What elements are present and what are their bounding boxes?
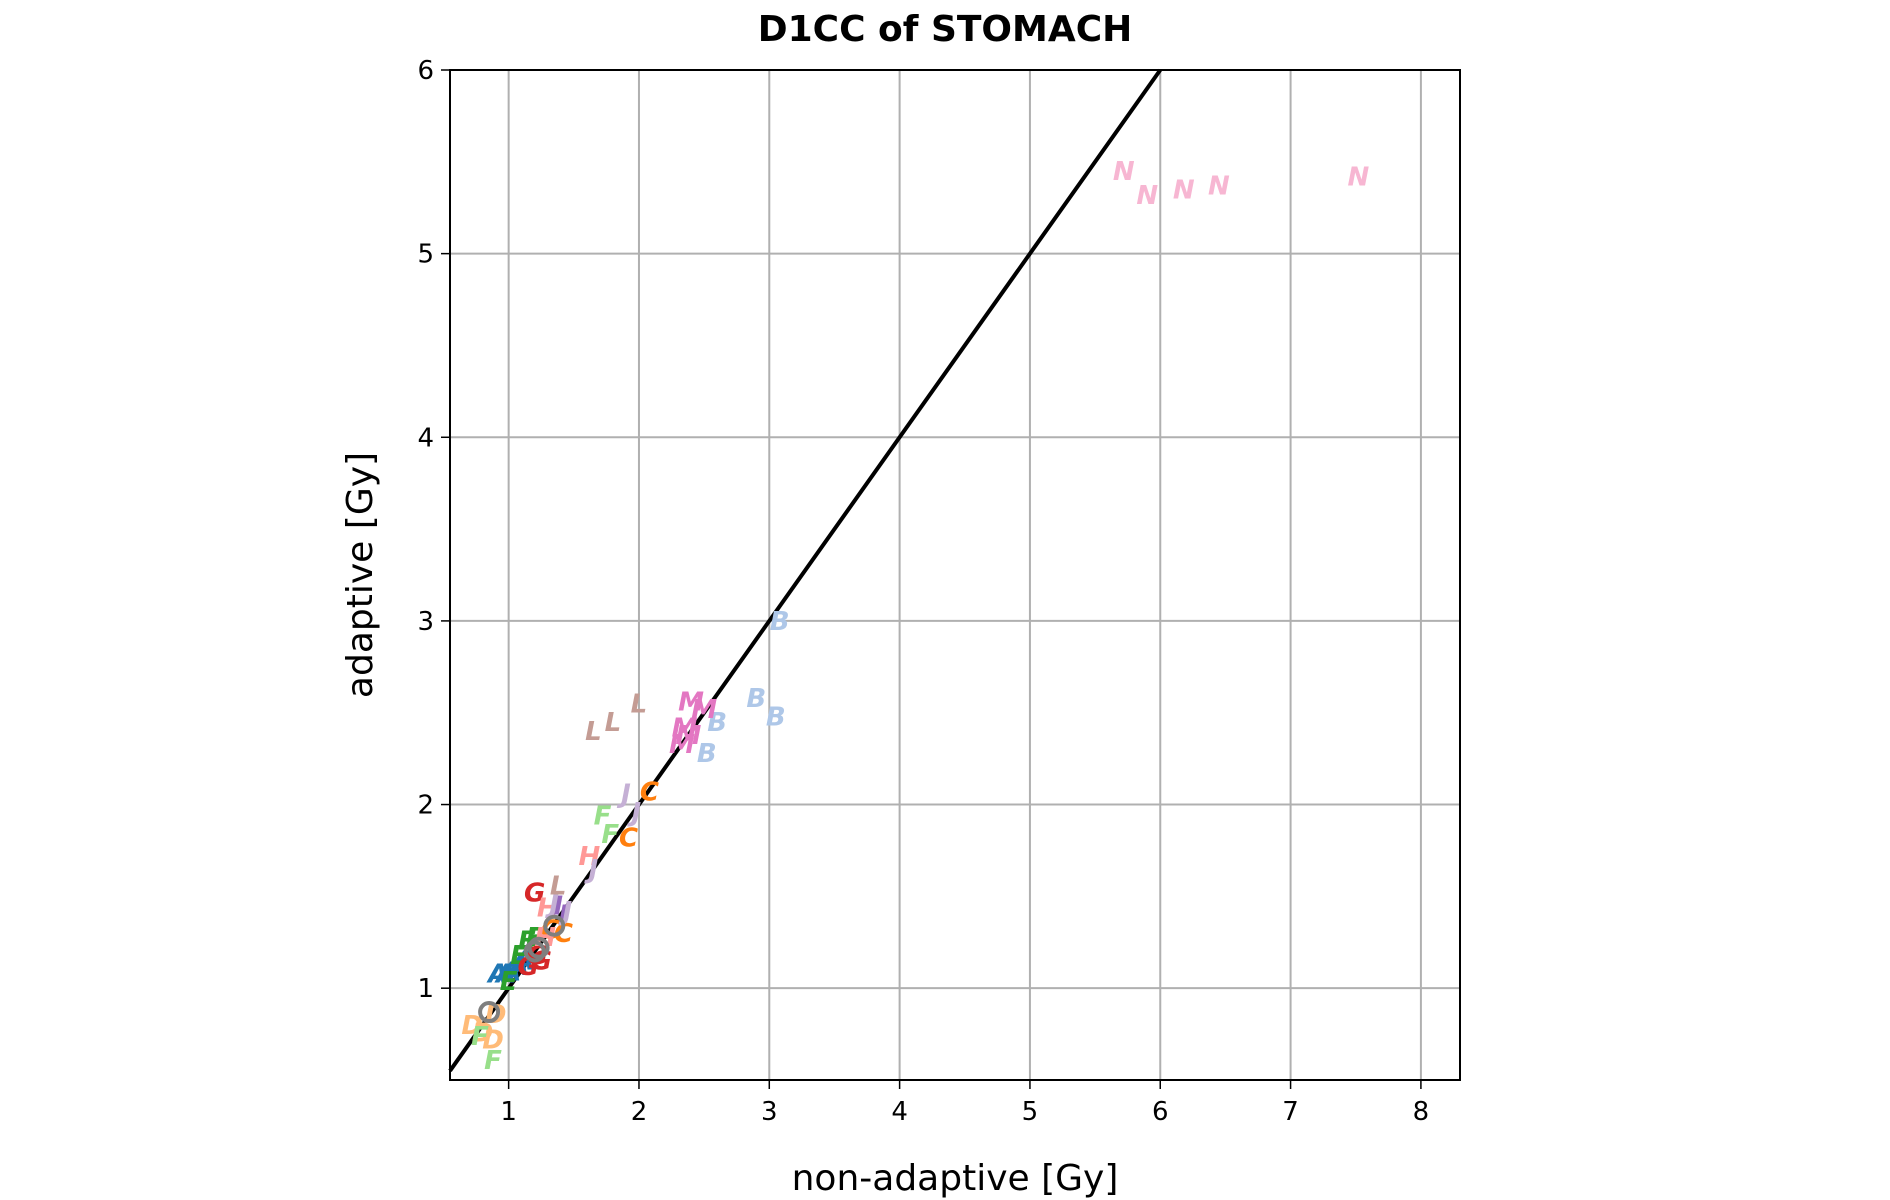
- x-tick-label: 6: [1152, 1097, 1169, 1127]
- x-tick-label: 5: [1022, 1097, 1039, 1127]
- y-axis-label: adaptive [Gy]: [340, 452, 381, 698]
- data-point-g: G: [524, 879, 545, 909]
- data-point-n: N: [1173, 175, 1195, 205]
- data-point-l: L: [550, 871, 567, 901]
- data-point-a: A: [512, 947, 534, 977]
- x-tick-label: 2: [631, 1097, 648, 1127]
- data-point-e: E: [510, 941, 528, 971]
- x-axis-ticks: 1 2 3 4 5 6 7 8: [500, 1080, 1429, 1127]
- data-point-d: D: [472, 1018, 494, 1048]
- plot-background: [450, 70, 1460, 1080]
- chart-title: D1CC of STOMACH: [758, 9, 1133, 50]
- y-tick-label: 1: [417, 974, 434, 1004]
- data-point-m: M: [678, 688, 704, 718]
- data-point-f: F: [601, 820, 619, 850]
- data-point-d: D: [482, 1026, 504, 1056]
- data-point-f: F: [484, 1046, 502, 1076]
- data-point-c: C: [640, 778, 659, 808]
- x-tick-label: 3: [761, 1097, 778, 1127]
- data-point-e: E: [500, 967, 518, 997]
- x-tick-label: 4: [891, 1097, 908, 1127]
- data-point-m: M: [691, 695, 717, 725]
- data-point-n: N: [1347, 163, 1369, 193]
- data-point-m: M: [672, 713, 698, 743]
- data-point-m: M: [669, 730, 695, 760]
- y-tick-label: 4: [417, 423, 434, 453]
- data-point-d: D: [461, 1011, 483, 1041]
- data-markers: AAAAABBBBBCCCCDDDDEEEEFFFFGGGGHHHIIJJJJJ…: [461, 157, 1369, 1076]
- data-point-l: L: [585, 717, 602, 747]
- y-tick-label: 6: [417, 56, 434, 86]
- identity-line: [448, 68, 1162, 1072]
- data-point-a: A: [499, 958, 521, 988]
- data-point-l: L: [631, 690, 648, 720]
- data-point-b: B: [766, 702, 786, 732]
- data-point-b: B: [746, 684, 766, 714]
- data-point-o: [478, 1001, 501, 1024]
- data-point-h: H: [579, 842, 601, 872]
- y-tick-label: 3: [417, 607, 434, 637]
- x-tick-label: 1: [500, 1097, 517, 1127]
- data-point-n: N: [1136, 181, 1158, 211]
- data-point-f: F: [471, 1022, 489, 1052]
- y-tick-label: 5: [417, 240, 434, 270]
- data-point-n: N: [1113, 157, 1135, 187]
- data-point-n: N: [1208, 172, 1230, 202]
- data-point-b: B: [697, 739, 717, 769]
- data-point-c: C: [554, 919, 573, 949]
- data-point-o: [543, 914, 566, 937]
- x-tick-label: 7: [1282, 1097, 1299, 1127]
- data-point-l: L: [605, 708, 622, 738]
- data-point-i: I: [559, 901, 569, 931]
- data-point-m: M: [676, 721, 702, 751]
- data-point-o: [523, 940, 546, 963]
- reference-line-layer: [448, 68, 1162, 1072]
- data-point-a: A: [494, 959, 516, 989]
- data-point-i: I: [553, 892, 563, 922]
- y-tick-label: 2: [417, 791, 434, 821]
- data-point-c: C: [619, 824, 638, 854]
- plot-frame: [449, 69, 1461, 1081]
- data-point-b: B: [770, 607, 790, 637]
- data-point-b: B: [707, 708, 727, 738]
- x-axis-label: non-adaptive [Gy]: [792, 1158, 1119, 1199]
- y-axis-ticks: 1 2 3 4 5 6: [417, 56, 450, 1004]
- data-point-f: F: [594, 802, 612, 832]
- x-tick-label: 8: [1413, 1097, 1430, 1127]
- data-point-a: A: [507, 952, 529, 982]
- data-point-a: A: [486, 959, 508, 989]
- data-point-o: [527, 936, 550, 959]
